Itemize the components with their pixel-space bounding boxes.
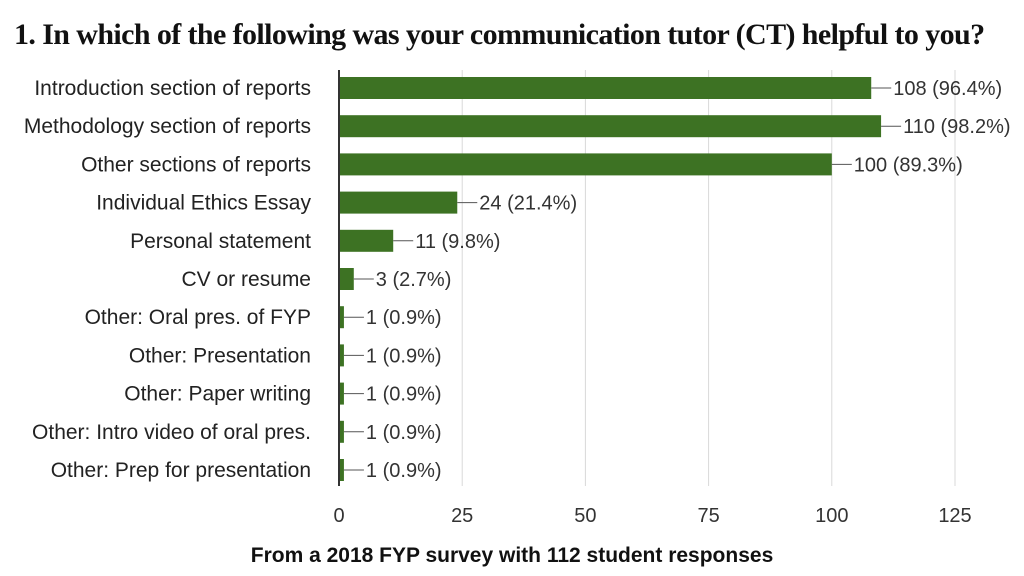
bar bbox=[339, 306, 344, 329]
x-tick-label: 125 bbox=[938, 505, 971, 527]
data-label: 1 (0.9%) bbox=[366, 384, 442, 406]
category-label: Methodology section of reports bbox=[24, 115, 311, 138]
bar bbox=[339, 115, 882, 138]
data-label: 108 (96.4%) bbox=[893, 78, 1002, 100]
category-label: Other: Paper writing bbox=[124, 383, 311, 406]
x-tick-label: 75 bbox=[697, 505, 719, 527]
data-label: 11 (9.8%) bbox=[415, 231, 500, 253]
data-label: 1 (0.9%) bbox=[366, 460, 442, 482]
category-label: Personal statement bbox=[130, 230, 311, 253]
category-label: Other: Oral pres. of FYP bbox=[85, 306, 311, 329]
data-label: 1 (0.9%) bbox=[366, 345, 442, 367]
x-tick-label: 100 bbox=[815, 505, 848, 527]
bar bbox=[339, 77, 872, 99]
source-caption: From a 2018 FYP survey with 112 student … bbox=[250, 544, 774, 567]
x-tick-label: 50 bbox=[574, 505, 596, 527]
data-label: 3 (2.7%) bbox=[376, 269, 452, 291]
bar bbox=[339, 268, 354, 290]
data-label: 1 (0.9%) bbox=[366, 307, 442, 329]
bar bbox=[339, 459, 344, 481]
bar bbox=[339, 229, 394, 252]
data-label: 100 (89.3%) bbox=[854, 154, 963, 176]
chart-title: 1. In which of the following was your co… bbox=[14, 18, 985, 51]
category-label: CV or resume bbox=[181, 268, 311, 291]
bar bbox=[339, 344, 344, 367]
category-label: Other: Presentation bbox=[129, 344, 311, 367]
bar-chart: 0 25 50 75 100 125 Introduction section of rep… bbox=[24, 70, 1011, 527]
data-label: 110 (98.2%) bbox=[903, 116, 1010, 138]
x-tick-label: 0 bbox=[333, 505, 344, 527]
category-label: Other: Intro video of oral pres. bbox=[32, 421, 311, 444]
x-tick-label: 25 bbox=[451, 505, 473, 527]
gridlines bbox=[461, 70, 956, 486]
data-label: 24 (21.4%) bbox=[479, 193, 577, 215]
bar bbox=[339, 382, 344, 405]
category-label: Other: Prep for presentation bbox=[51, 459, 311, 482]
bar bbox=[339, 153, 832, 176]
bar bbox=[339, 420, 344, 443]
category-label: Individual Ethics Essay bbox=[96, 192, 311, 215]
category-label: Introduction section of reports bbox=[34, 77, 311, 100]
data-label: 1 (0.9%) bbox=[366, 422, 442, 444]
labels: 0 25 50 75 100 125 Introduction section of rep… bbox=[24, 77, 1011, 527]
bar bbox=[339, 191, 458, 214]
category-label: Other sections of reports bbox=[81, 153, 311, 176]
bars bbox=[339, 77, 882, 481]
